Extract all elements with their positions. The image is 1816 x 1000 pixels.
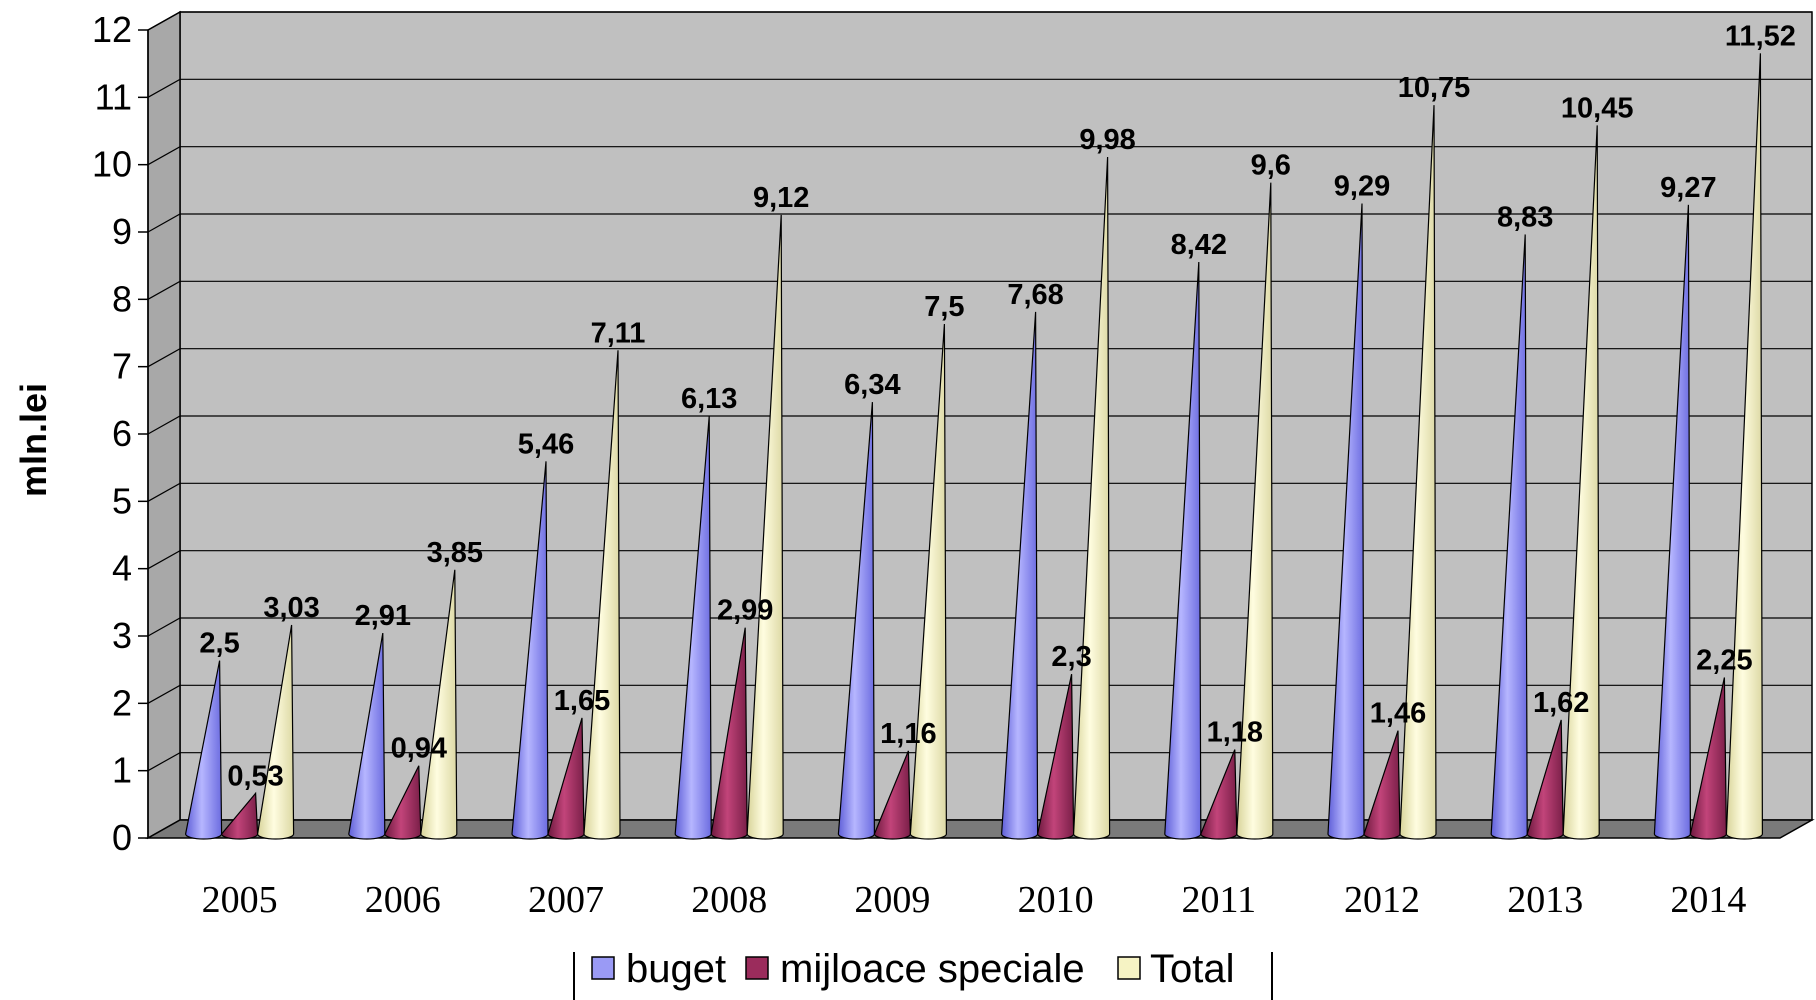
gridline: [147, 146, 1812, 166]
cone-total-2010: [1072, 156, 1111, 840]
data-label-buget-2010: 7,68: [1007, 279, 1063, 311]
y-tick-label: 3: [112, 615, 132, 656]
x-category-label-2011: 2011: [1182, 879, 1257, 921]
data-labels: 2,5 0,53 3,03 2,91 0,94 3,85 5,46 1,65 7,11 6,13 2…: [199, 20, 1795, 792]
cone-total-2011: [1236, 182, 1274, 840]
y-tick-label: 5: [112, 480, 132, 521]
legend-swatch-mijloace-speciale: [745, 956, 769, 980]
data-label-buget-2009: 6,34: [844, 369, 900, 401]
cone-total-2008: [746, 214, 784, 840]
legend-label-total: Total: [1150, 947, 1235, 991]
y-tick-label: 9: [112, 211, 132, 252]
y-tick-label: 0: [112, 817, 132, 858]
legend-item-mijloace-speciale: mijloace speciale: [745, 947, 1085, 991]
y-tick-label: 10: [92, 144, 132, 185]
legend: buget mijloace speciale Total: [573, 947, 1273, 1000]
cone-total-2009: [909, 323, 948, 840]
data-label-buget-2011: 8,42: [1171, 229, 1227, 261]
data-label-buget-2013: 8,83: [1497, 201, 1553, 233]
data-label-buget-2012: 9,29: [1334, 170, 1390, 202]
gridline: [147, 213, 1812, 233]
cone-total-2007: [583, 350, 621, 840]
data-label-mijloace-speciale-2010: 2,3: [1051, 641, 1091, 673]
cone-total-2005: [256, 624, 295, 840]
data-label-total-2006: 3,85: [427, 537, 483, 569]
data-label-total-2012: 10,75: [1398, 72, 1471, 104]
cone-total-2013: [1562, 125, 1600, 840]
data-label-total-2010: 9,98: [1079, 124, 1135, 156]
legend-label-mijloace-speciale: mijloace speciale: [780, 947, 1085, 991]
data-label-total-2011: 9,6: [1251, 150, 1291, 182]
data-label-buget-2008: 6,13: [681, 383, 737, 415]
data-label-mijloace-speciale-2012: 1,46: [1370, 698, 1426, 730]
data-label-total-2014: 11,52: [1725, 20, 1796, 52]
data-label-total-2013: 10,45: [1561, 92, 1634, 124]
cone-total-2012: [1399, 105, 1437, 840]
data-cones: [184, 53, 1764, 840]
x-category-label-2010: 2010: [1018, 879, 1094, 921]
y-tick-label: 11: [95, 76, 132, 117]
legend-swatch-buget: [591, 956, 615, 980]
y-tick-label: 1: [112, 750, 132, 791]
x-category-label-2012: 2012: [1344, 879, 1420, 921]
data-label-mijloace-speciale-2005: 0,53: [227, 760, 283, 792]
x-category-label-2009: 2009: [854, 879, 930, 921]
data-label-buget-2014: 9,27: [1660, 172, 1716, 204]
legend-swatch-total: [1117, 956, 1141, 980]
cone-total-2014: [1725, 53, 1764, 840]
data-label-mijloace-speciale-2008: 2,99: [717, 595, 773, 627]
y-tick-label: 7: [112, 346, 132, 387]
y-tick-label: 4: [112, 548, 132, 589]
data-label-mijloace-speciale-2014: 2,25: [1696, 645, 1752, 677]
y-tick-label: 2: [112, 682, 132, 723]
gridline: [147, 78, 1812, 98]
y-tick-label: 6: [112, 413, 132, 454]
legend-label-buget: buget: [626, 947, 726, 991]
data-label-buget-2007: 5,46: [518, 428, 574, 460]
legend-item-buget: buget: [591, 947, 726, 991]
x-category-label-2007: 2007: [528, 879, 604, 921]
x-category-label-2014: 2014: [1670, 879, 1746, 921]
x-category-label-2006: 2006: [365, 879, 441, 921]
data-label-mijloace-speciale-2007: 1,65: [554, 685, 610, 717]
gridline: [147, 11, 1812, 31]
cone-total-2006: [420, 569, 458, 840]
data-label-buget-2006: 2,91: [355, 600, 411, 632]
data-label-total-2007: 7,11: [591, 317, 646, 349]
y-tick-label: 12: [92, 9, 132, 50]
data-label-total-2008: 9,12: [753, 182, 809, 214]
data-label-mijloace-speciale-2006: 0,94: [391, 733, 447, 765]
data-label-mijloace-speciale-2013: 1,62: [1533, 687, 1589, 719]
x-category-label-2008: 2008: [691, 879, 767, 921]
data-label-buget-2005: 2,5: [199, 628, 239, 660]
data-label-mijloace-speciale-2011: 1,18: [1207, 717, 1263, 749]
y-tick-label: 8: [112, 278, 132, 319]
data-label-mijloace-speciale-2009: 1,16: [880, 718, 936, 750]
x-category-label-2013: 2013: [1507, 879, 1583, 921]
data-label-total-2009: 7,5: [924, 291, 964, 323]
y-axis-title: mln.lei: [13, 383, 54, 497]
x-category-label-2005: 2005: [202, 879, 278, 921]
legend-item-total: Total: [1117, 947, 1235, 991]
data-label-total-2005: 3,03: [263, 592, 319, 624]
